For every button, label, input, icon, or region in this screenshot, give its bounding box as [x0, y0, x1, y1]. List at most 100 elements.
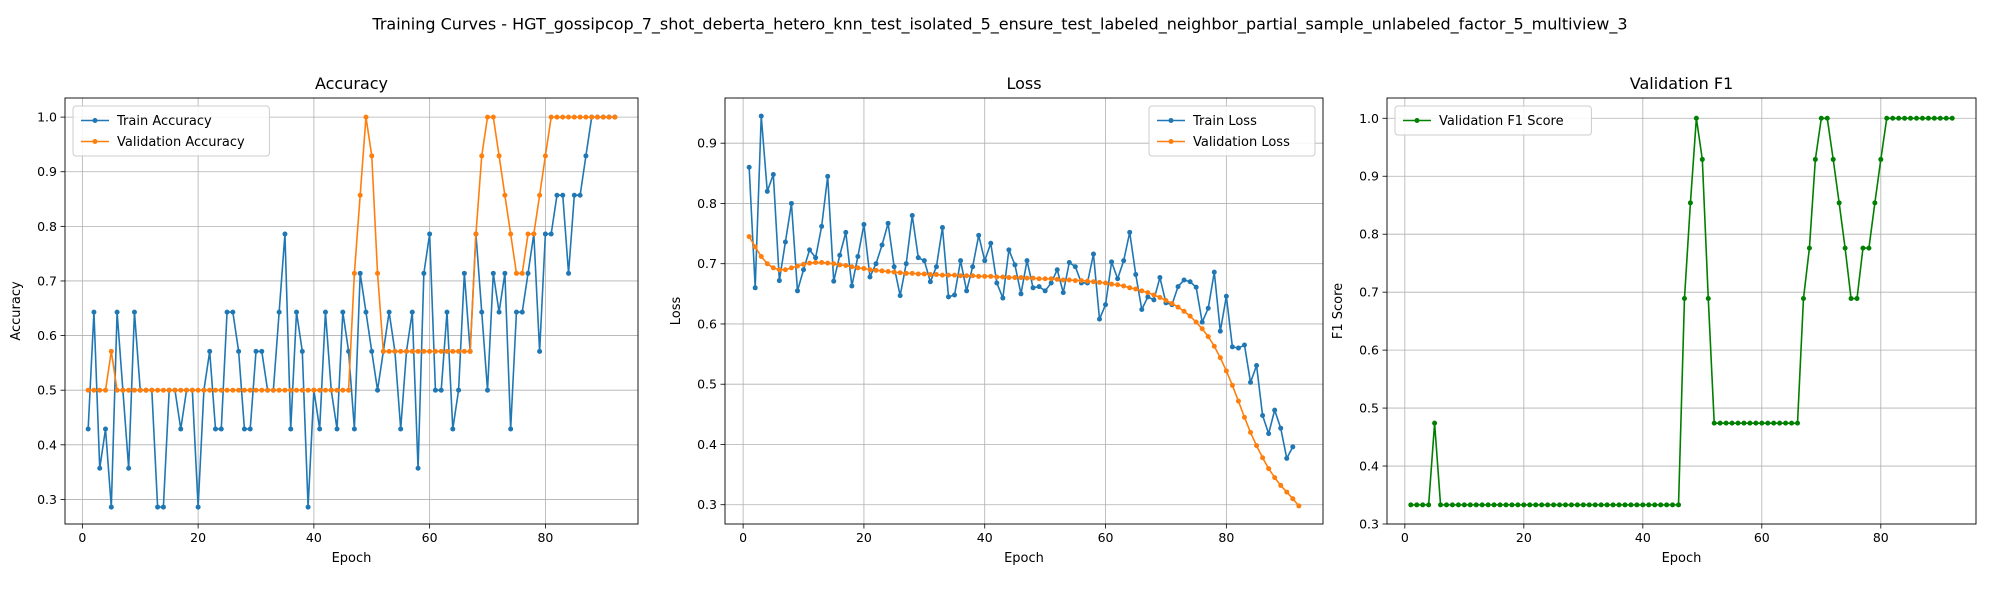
data-point	[155, 387, 161, 393]
data-point	[496, 153, 502, 159]
data-point	[247, 387, 253, 393]
data-point	[945, 272, 951, 278]
data-point	[1497, 502, 1503, 508]
y-tick-label: 0.7	[1359, 285, 1379, 300]
data-point	[1533, 502, 1539, 508]
data-point	[1157, 275, 1163, 281]
data-point	[1485, 502, 1491, 508]
data-point	[415, 348, 421, 354]
data-point	[496, 309, 502, 315]
data-point	[294, 309, 300, 315]
y-axis-label: Loss	[669, 297, 684, 326]
y-tick-label: 0.5	[37, 383, 57, 398]
y-tick-label: 0.6	[37, 328, 57, 343]
data-point	[276, 387, 282, 393]
data-point	[1012, 275, 1018, 281]
data-point	[299, 387, 305, 393]
data-point	[421, 270, 427, 276]
data-point	[456, 387, 462, 393]
data-point	[939, 225, 945, 231]
y-tick-label: 0.7	[37, 273, 57, 288]
data-point	[172, 387, 178, 393]
y-tick-label: 0.5	[697, 377, 717, 392]
data-point	[1681, 296, 1687, 302]
data-point	[1163, 297, 1169, 303]
data-point	[230, 309, 236, 315]
data-point	[1127, 229, 1133, 235]
data-point	[195, 387, 201, 393]
data-point	[108, 348, 114, 354]
data-point	[1193, 319, 1199, 325]
y-tick-label: 0.3	[1359, 517, 1379, 532]
data-point	[375, 270, 381, 276]
data-point	[265, 387, 271, 393]
data-point	[1604, 502, 1610, 508]
data-point	[1181, 308, 1187, 314]
data-point	[1539, 502, 1545, 508]
x-tick-label: 20	[1516, 530, 1532, 545]
data-point	[1241, 414, 1247, 420]
data-point	[915, 255, 921, 261]
data-point	[964, 288, 970, 294]
chart-title: Validation F1	[1630, 74, 1733, 93]
y-tick-label: 0.6	[1359, 343, 1379, 358]
data-point	[184, 387, 190, 393]
y-tick-label: 0.9	[1359, 169, 1379, 184]
legend-box	[1394, 105, 1592, 136]
data-point	[891, 264, 897, 270]
data-point	[178, 426, 184, 432]
data-point	[837, 262, 843, 268]
data-point	[1842, 245, 1848, 251]
x-tick-label: 40	[977, 530, 993, 545]
data-point	[1509, 502, 1515, 508]
x-tick-label: 40	[1635, 530, 1651, 545]
data-point	[461, 348, 467, 354]
data-point	[1914, 115, 1920, 121]
y-tick-label: 0.8	[697, 196, 717, 211]
data-point	[1872, 200, 1878, 206]
data-point	[903, 270, 909, 276]
data-point	[195, 504, 201, 510]
data-point	[513, 270, 519, 276]
legend-swatch-marker	[1168, 139, 1174, 144]
data-point	[1175, 304, 1181, 310]
data-point	[825, 260, 831, 266]
data-point	[519, 309, 525, 315]
data-point	[282, 387, 288, 393]
data-point	[1765, 420, 1771, 426]
data-point	[1414, 502, 1420, 508]
data-point	[409, 309, 415, 315]
data-point	[548, 231, 554, 237]
data-point	[1109, 281, 1115, 287]
y-tick-label: 0.6	[697, 316, 717, 331]
data-point	[438, 387, 444, 393]
data-point	[879, 242, 885, 248]
data-point	[976, 232, 982, 238]
legend-label: Validation F1 Score	[1439, 114, 1564, 129]
data-point	[253, 348, 259, 354]
data-point	[1818, 115, 1824, 121]
chart-panel-3: 0 20 40 60 80 0.3 0.4 0.5 0.6 0.7 0.8 0.9 1.0 Validat…	[1331, 74, 1977, 566]
data-point	[490, 270, 496, 276]
data-point	[909, 270, 915, 276]
data-point	[1896, 115, 1902, 121]
data-point	[537, 192, 543, 198]
data-point	[103, 387, 109, 393]
data-point	[776, 267, 782, 273]
data-point	[1646, 502, 1652, 508]
data-point	[1455, 502, 1461, 508]
data-point	[1420, 502, 1426, 508]
data-point	[1090, 279, 1096, 285]
data-point	[1066, 259, 1072, 265]
data-point	[317, 387, 323, 393]
data-point	[571, 192, 577, 198]
data-point	[369, 348, 375, 354]
data-point	[764, 188, 770, 194]
x-axis-label: Epoch	[332, 551, 372, 566]
data-point	[1030, 285, 1036, 291]
x-tick-label: 80	[537, 530, 553, 545]
data-point	[600, 114, 606, 120]
data-point	[1503, 502, 1509, 508]
data-point	[357, 270, 363, 276]
data-point	[1205, 334, 1211, 340]
